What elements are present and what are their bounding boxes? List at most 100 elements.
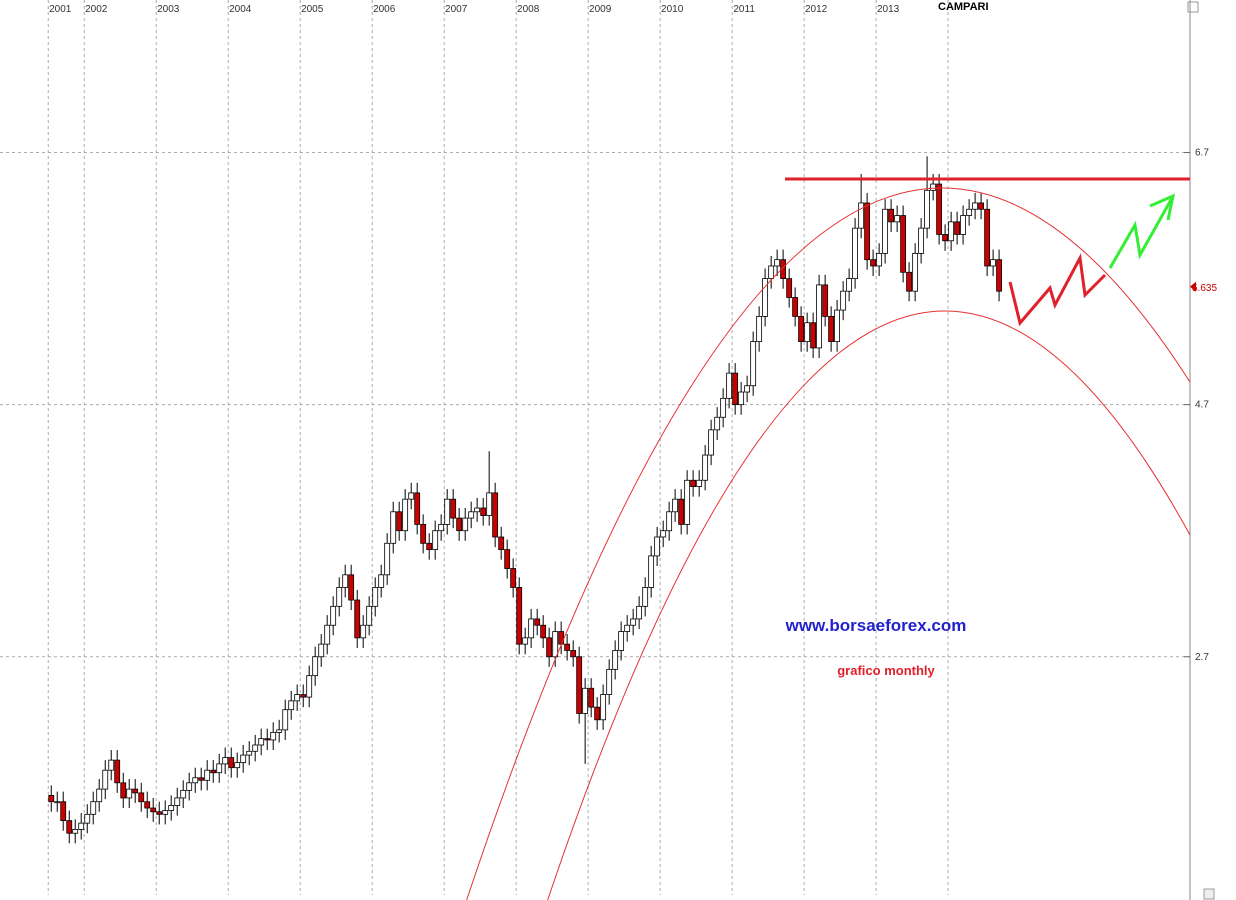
candle-body — [666, 511, 673, 532]
forecast-red — [1008, 253, 1107, 327]
candle-body — [192, 777, 199, 784]
candle-body — [288, 700, 295, 711]
candle-body — [276, 729, 283, 733]
candle-body — [318, 643, 325, 658]
candle-body — [636, 605, 643, 620]
candle-body — [138, 792, 145, 803]
y-tick-label: 4.7 — [1195, 400, 1209, 411]
candle-body — [96, 788, 103, 803]
candle-body — [306, 675, 313, 698]
candle-body — [678, 498, 685, 525]
x-tick-label: 2009 — [589, 4, 612, 15]
candle-body — [840, 290, 847, 311]
y-tick-label: 6.7 — [1195, 148, 1209, 159]
candle-body — [864, 202, 871, 261]
candle-body — [966, 208, 973, 216]
candle-body — [240, 754, 247, 764]
candle-body — [672, 498, 679, 513]
candle-body — [210, 769, 217, 774]
candle-body — [978, 202, 984, 210]
candle-body — [204, 769, 211, 781]
candle-body — [846, 278, 853, 292]
candle-body — [282, 709, 289, 731]
plot: 2001 2002 2003 2004 2005 2006 2007 2008 2009 2010… — [0, 0, 1217, 895]
candle-body — [726, 372, 733, 399]
candle-body — [714, 416, 721, 431]
x-tick-label: 2008 — [517, 4, 540, 15]
candle-body — [810, 322, 817, 349]
candle-body — [798, 316, 805, 343]
candle-body — [900, 215, 907, 273]
candle-body — [942, 234, 948, 242]
candle-body — [534, 618, 541, 626]
candle-body — [228, 757, 235, 769]
candle-body — [480, 507, 487, 516]
candle-body — [912, 252, 919, 292]
x-tick-label: 2012 — [805, 4, 828, 15]
last-price-label: 5.635 — [1192, 283, 1217, 294]
candle-body — [936, 183, 943, 235]
scroll-icon[interactable] — [1203, 888, 1215, 900]
candle-body — [606, 668, 613, 695]
candle-body — [834, 309, 841, 343]
candle-body — [576, 656, 583, 714]
candle-body — [504, 549, 511, 569]
candle-body — [750, 341, 757, 387]
candle-body — [498, 536, 505, 551]
window-icon[interactable] — [1187, 1, 1199, 13]
candle-body — [102, 769, 109, 790]
forecast-green — [1108, 197, 1174, 269]
candle-body — [924, 189, 930, 229]
candle-body — [960, 215, 966, 235]
candle-body — [558, 631, 565, 645]
candle-body — [84, 813, 91, 824]
candle-body — [450, 498, 457, 519]
candle-body — [78, 822, 85, 830]
candle-body — [642, 587, 649, 607]
candle-body — [198, 777, 205, 781]
candle-body — [690, 479, 697, 487]
channel-lower — [547, 310, 1191, 900]
x-tick-label: 2002 — [85, 4, 108, 15]
candle-body — [108, 759, 115, 771]
candle-body — [270, 731, 277, 741]
candle-body — [564, 643, 571, 651]
website-label: www.borsaeforex.com — [785, 616, 967, 635]
candle-body — [588, 687, 595, 708]
candle-body — [408, 492, 415, 500]
candle-body — [804, 322, 811, 343]
candle-body — [258, 738, 265, 746]
candle-body — [372, 587, 379, 607]
candle-body — [720, 397, 727, 418]
candle-body — [222, 757, 229, 765]
x-tick-label: 2005 — [301, 4, 324, 15]
candle-body — [762, 278, 769, 317]
candle-body — [630, 618, 637, 626]
candle-body — [774, 259, 781, 267]
candle-body — [510, 568, 517, 588]
candle-body — [990, 259, 997, 267]
candle-body — [582, 687, 589, 714]
candle-body — [132, 788, 139, 794]
candle-body — [60, 801, 67, 822]
candle-body — [648, 555, 655, 588]
candle-body — [654, 536, 661, 557]
candle-body — [432, 530, 439, 551]
candle-body — [948, 221, 955, 242]
candle-body — [48, 795, 55, 803]
candle-body — [252, 744, 259, 752]
candle-body — [66, 820, 73, 834]
candle-body — [918, 227, 925, 254]
candle-body — [570, 650, 577, 658]
candle-body — [708, 429, 715, 456]
candle-body — [168, 805, 175, 811]
candle-body — [828, 316, 835, 343]
candle-body — [492, 492, 499, 538]
candle-body — [300, 694, 307, 698]
x-tick-label: 2007 — [445, 4, 468, 15]
candle-body — [906, 271, 912, 292]
candle-body — [402, 498, 409, 532]
candle-body — [348, 574, 355, 601]
x-tick-label: 2001 — [49, 4, 72, 15]
